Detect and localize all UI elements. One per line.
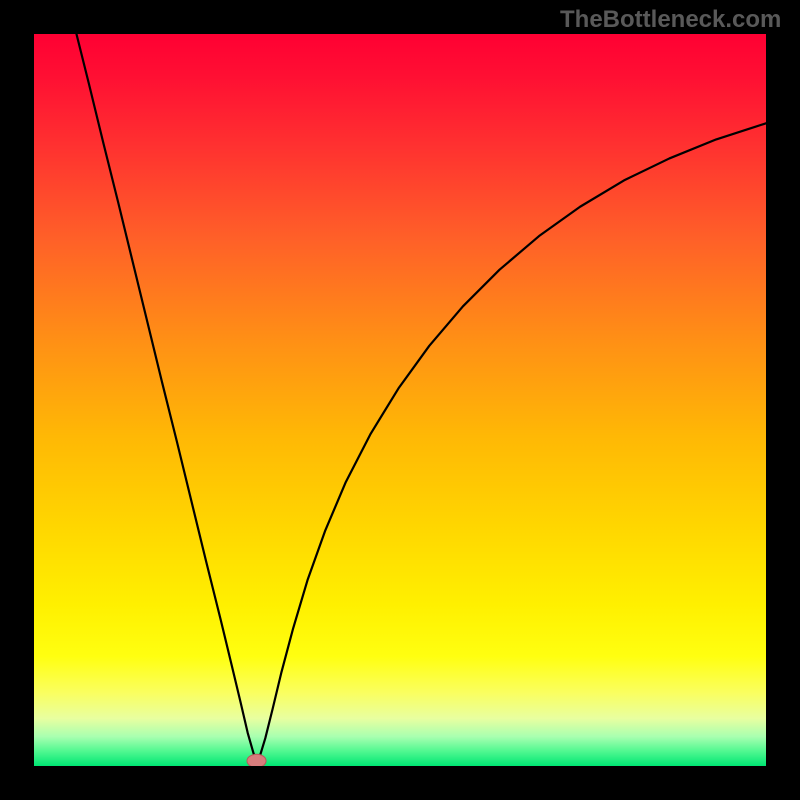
plot-area	[34, 34, 766, 766]
curve-path	[76, 34, 766, 761]
watermark-text: TheBottleneck.com	[560, 6, 781, 34]
minimum-marker	[247, 754, 266, 766]
bottleneck-curve	[34, 34, 766, 766]
